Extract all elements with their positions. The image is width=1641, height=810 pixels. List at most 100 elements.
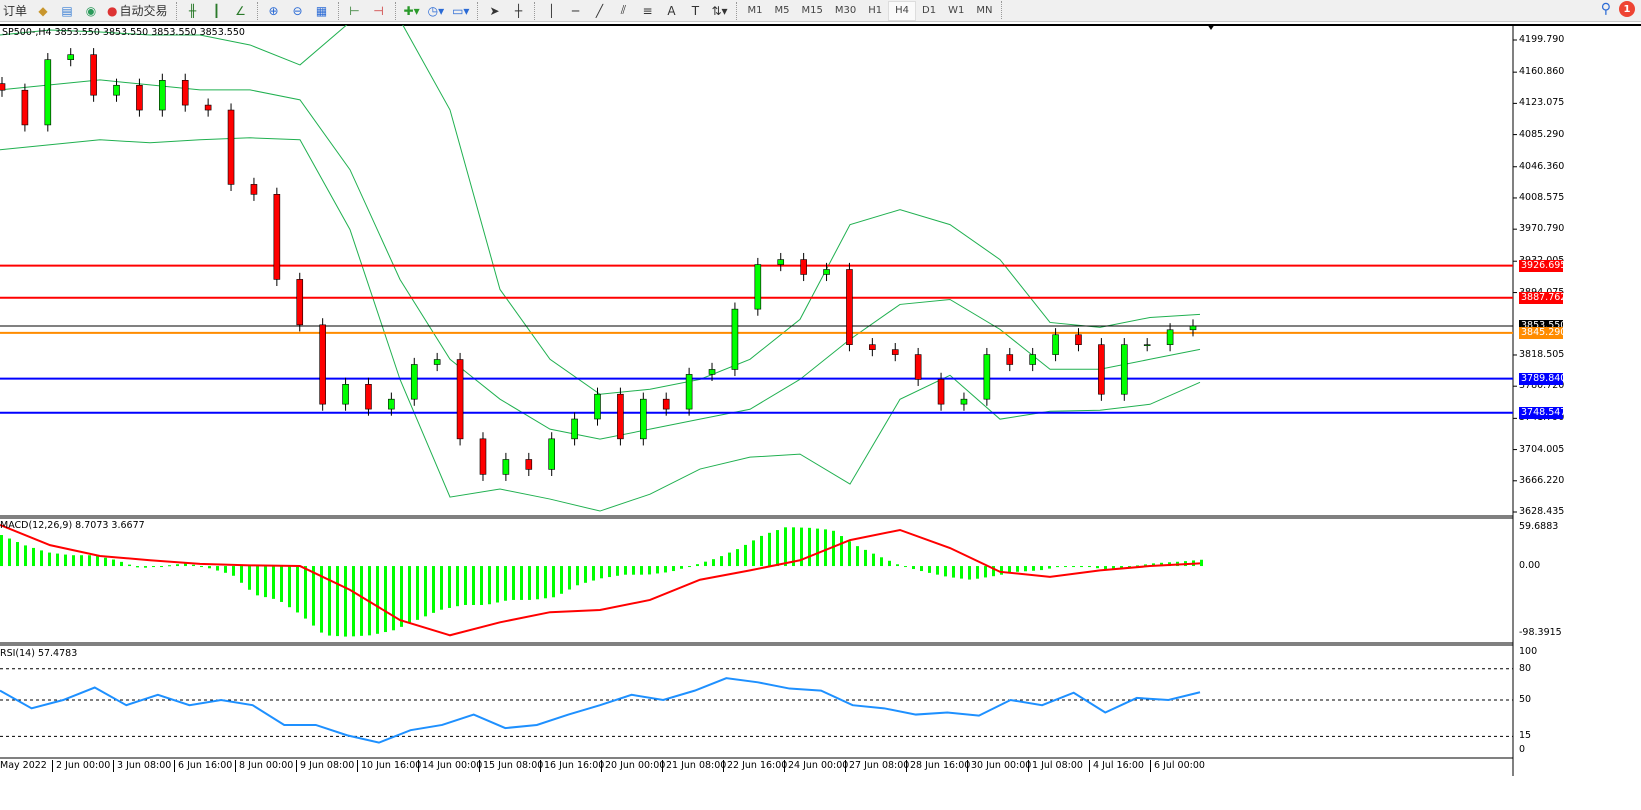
horizontal-line-icon[interactable]: ─ [571,3,580,18]
search-icon[interactable]: ⚲ [1600,1,1611,17]
arrows-icon[interactable]: ⇅▾ [711,3,728,18]
candle-body [90,54,97,96]
candle-body [869,344,876,350]
macd-histogram-bar [128,564,131,567]
macd-histogram-bar [544,566,547,599]
macd-histogram-bar [320,566,323,633]
price-axis-label: 4046.360 [1519,160,1565,172]
macd-histogram-bar [312,566,315,626]
candle-body [754,264,762,310]
navigator-icon[interactable]: ◆ [38,3,48,18]
macd-histogram-bar [480,566,483,605]
text-icon[interactable]: A [667,3,676,18]
bar-chart-icon[interactable]: ╫ [188,3,197,18]
price-level-tag: 3845.290 [1519,326,1567,339]
macd-histogram-bar [528,566,531,600]
macd-histogram-bar [1032,566,1035,571]
notification-icon[interactable]: 1 [1619,1,1635,17]
candlestick-icon[interactable]: ┃ [212,3,221,18]
macd-histogram-bar [48,552,51,567]
time-axis-label: 21 Jun 08:00 [662,760,726,772]
timeframe-bar: M1 M5 M15 M30 H1 H4 D1 W1 MN [742,0,1006,21]
macd-histogram-bar [776,530,779,567]
tile-windows-icon[interactable]: ▦ [315,3,328,18]
chart-window[interactable] [0,24,1641,776]
zoom-out-icon[interactable]: ⊖ [292,3,303,18]
macd-histogram-bar [448,566,451,608]
macd-histogram-bar [608,566,611,578]
zoom-in-icon[interactable]: ⊕ [268,3,279,18]
macd-histogram-bar [864,549,867,567]
timeframe-mn[interactable]: MN [976,5,993,16]
candle-body [227,109,235,185]
toolbar: 订单 ◆ ▤ ◉ ● 自动交易 ╫ ┃ ∠ ⊕ ⊖ ▦ ⊢ ⊣ ✚▾ ◷▾ ▭▾ … [0,0,1641,22]
timeframe-w1[interactable]: W1 [948,5,965,16]
price-axis-label: 4199.790 [1519,34,1565,45]
macd-histogram-bar [968,566,971,580]
macd-histogram-bar [32,547,35,567]
chart-canvas[interactable] [0,0,1641,776]
trendline-icon[interactable]: ╱ [595,3,604,18]
macd-histogram-bar [200,566,203,568]
candle-body [1098,344,1105,395]
macd-histogram-bar [1000,566,1003,575]
period-clock-icon[interactable]: ◷▾ [427,3,445,18]
macd-histogram-bar [568,566,571,590]
macd-histogram-bar [8,538,11,567]
cursor-icon[interactable]: ➤ [489,3,500,18]
candle-body [1143,344,1151,346]
new-indicator-icon[interactable]: ✚▾ [403,3,420,18]
crosshair-icon[interactable]: ┼ [514,3,523,18]
macd-histogram-bar [376,566,379,634]
right-icons: ⚲ 1 [1601,1,1635,17]
candle-body [273,194,281,280]
autoscroll-icon[interactable]: ⊣ [373,3,384,18]
candle-body [44,59,52,126]
candle-body [113,84,120,96]
bollinger-middle-line [0,79,1201,440]
timeframe-h1[interactable]: H1 [868,5,883,16]
macd-histogram-bar [160,566,163,568]
macd-histogram-bar [1136,565,1139,567]
price-axis-label: 3780.720 [1519,380,1565,392]
candle-body [1075,334,1082,345]
price-axis-label: 3628.435 [1519,506,1565,517]
macd-histogram-bar [1144,564,1147,567]
auto-trading-button[interactable]: ● 自动交易 [104,1,171,21]
candle-body [525,459,533,470]
line-chart-icon[interactable]: ∠ [235,3,246,18]
macd-histogram-bar [848,541,851,567]
macd-histogram-bar [384,566,387,633]
macd-histogram-bar [920,566,923,572]
separator [256,1,258,20]
macd-histogram-bar [352,566,355,637]
macd-histogram-bar [816,528,819,567]
candle-body [1166,329,1174,345]
fibo-fan-icon[interactable]: ≡ [642,3,653,18]
market-watch-icon[interactable]: ▤ [61,3,73,18]
separator [175,1,177,20]
macd-histogram-bar [408,566,411,624]
vertical-line-icon[interactable]: │ [547,3,556,18]
macd-histogram-bar [144,566,147,568]
macd-histogram-bar [424,566,427,617]
timeframe-h4[interactable]: H4 [888,0,917,21]
template-icon[interactable]: ▭▾ [452,3,470,18]
text-label-icon[interactable]: T [691,3,700,18]
signals-icon[interactable]: ◉ [85,3,97,18]
macd-histogram-bar [440,566,443,610]
fibonacci-icon[interactable]: ⫽ [620,3,627,17]
candle-body [410,364,418,400]
timeframe-m30[interactable]: M30 [834,5,857,16]
timeframe-m15[interactable]: M15 [801,5,823,16]
chart-shift-icon[interactable]: ⊢ [349,3,360,18]
macd-histogram-bar [304,566,307,619]
timeframe-d1[interactable]: D1 [922,5,937,16]
macd-histogram-bar [832,530,835,567]
timeframe-m1[interactable]: M1 [747,5,763,16]
timeframe-m5[interactable]: M5 [774,5,790,16]
macd-histogram-bar [248,566,251,590]
rsi-axis-label: 80 [1519,662,1532,674]
macd-histogram-bar [960,566,963,579]
order-button[interactable]: 订单 [3,4,28,18]
